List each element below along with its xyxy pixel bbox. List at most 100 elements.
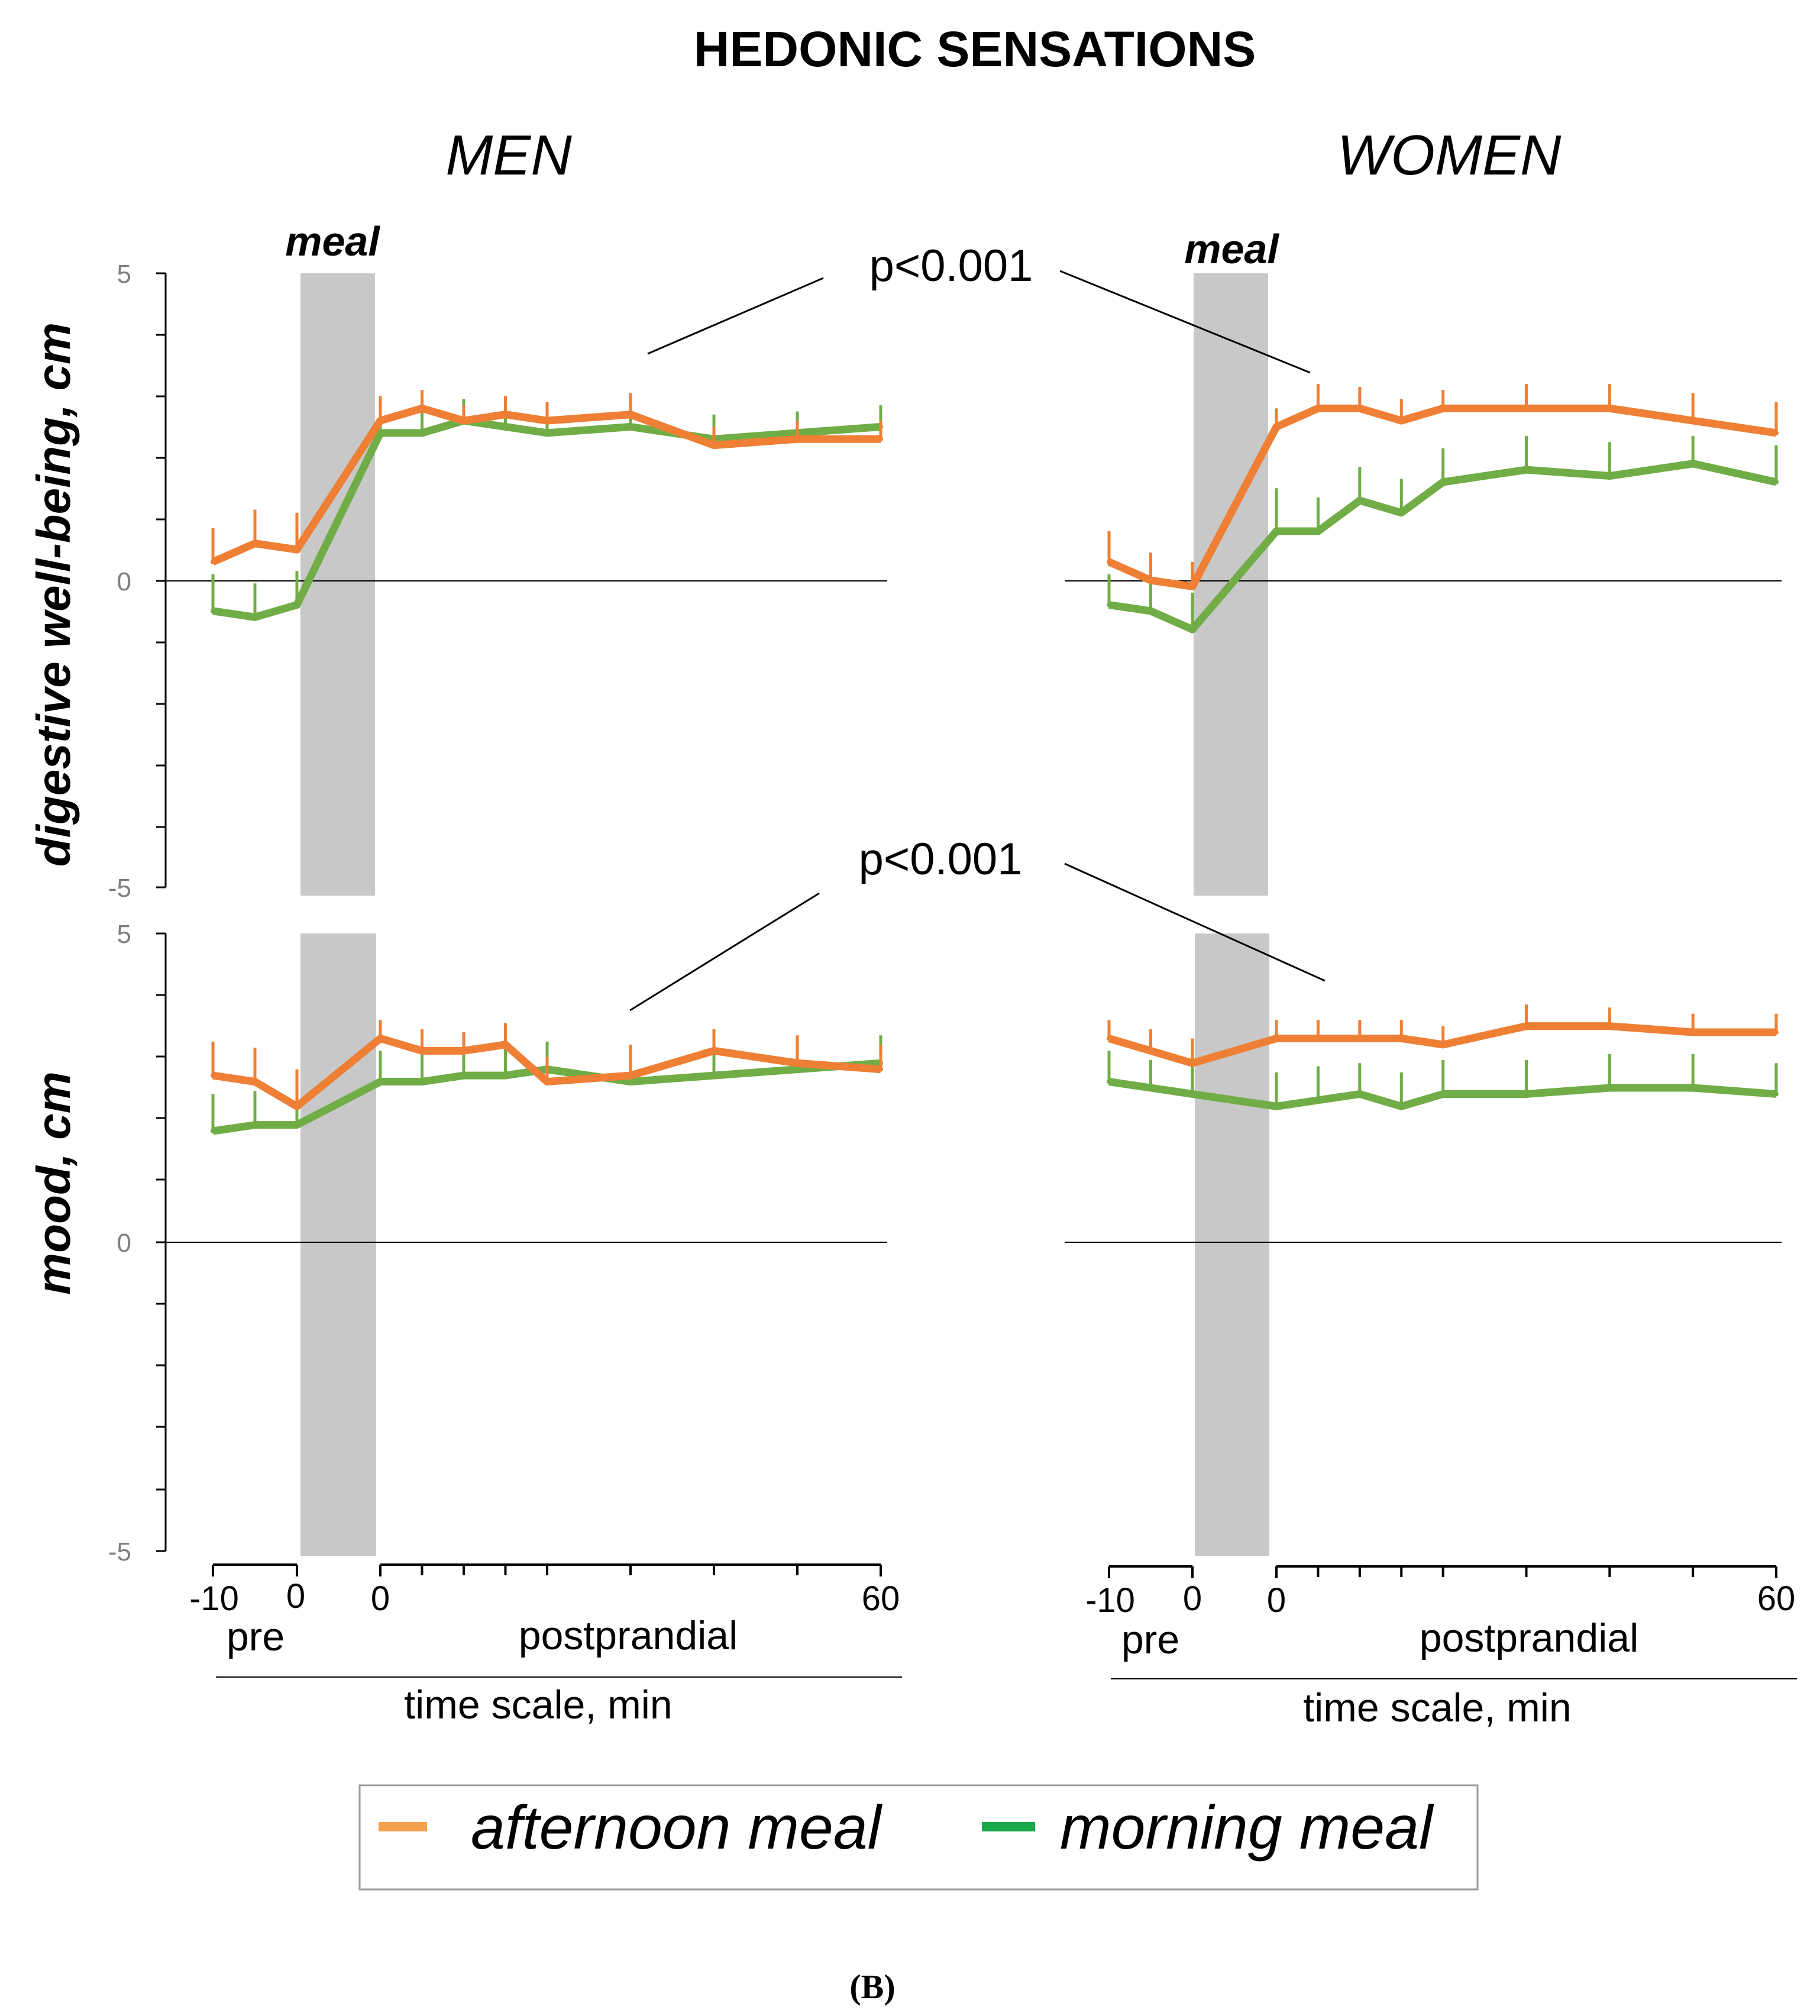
panel-label: (B)	[849, 1967, 895, 2006]
x-tick-label: 60	[1757, 1579, 1796, 1618]
data-point-afternoon	[628, 412, 633, 417]
y-tick-label: 0	[117, 1229, 131, 1258]
y-tick-label: 5	[117, 260, 131, 289]
data-point-morning	[419, 430, 425, 435]
series-line-morning	[1108, 460, 1777, 634]
chart-data-layer	[211, 383, 1779, 1577]
data-point-morning	[795, 1067, 800, 1072]
data-point-afternoon	[1274, 1036, 1279, 1041]
series-line-afternoon	[1107, 404, 1777, 590]
data-point-afternoon	[795, 437, 800, 442]
data-point-afternoon	[419, 406, 425, 411]
x-tick-label: -10	[1085, 1581, 1135, 1620]
data-point-afternoon	[1315, 1036, 1321, 1041]
data-point-morning	[1440, 1091, 1446, 1097]
data-point-afternoon	[1148, 578, 1153, 583]
data-point-morning	[378, 1079, 383, 1084]
panel-men-digestive	[211, 390, 883, 621]
data-point-morning	[378, 430, 383, 435]
data-point-afternoon	[1190, 1061, 1195, 1066]
data-point-afternoon	[295, 547, 299, 553]
data-point-afternoon	[1607, 406, 1612, 411]
x-section-pre-men: pre	[227, 1614, 285, 1659]
data-point-afternoon	[1357, 1036, 1362, 1041]
p-value-bracket-top-left	[647, 277, 824, 355]
data-point-afternoon	[1440, 1042, 1446, 1047]
x-tick-label: 0	[286, 1577, 305, 1616]
data-point-morning	[1315, 528, 1321, 534]
y-axis-label-digestive: digestive well-being, cm	[27, 322, 80, 867]
data-point-afternoon	[1774, 430, 1779, 435]
x-tick-label: 0	[1183, 1579, 1202, 1618]
data-point-afternoon	[1774, 1030, 1779, 1035]
x-axis-label-women: time scale, min	[1303, 1685, 1571, 1730]
data-point-afternoon	[1399, 1036, 1404, 1041]
data-point-afternoon	[253, 1079, 257, 1084]
data-point-afternoon	[378, 1036, 383, 1041]
data-point-morning	[628, 424, 633, 429]
data-point-morning	[503, 1073, 508, 1078]
data-point-afternoon	[253, 541, 257, 546]
meal-band-men-top	[300, 273, 375, 896]
data-point-morning	[1274, 528, 1279, 534]
data-point-afternoon	[1274, 424, 1279, 429]
x-section-pre-women: pre	[1121, 1617, 1179, 1662]
data-point-afternoon	[1690, 1030, 1696, 1035]
data-point-afternoon	[1524, 406, 1529, 411]
data-point-morning	[545, 430, 549, 435]
x-tick-label: 60	[862, 1579, 900, 1618]
data-point-afternoon	[503, 1042, 508, 1047]
data-point-afternoon	[1107, 1036, 1111, 1041]
data-point-morning	[295, 1122, 299, 1127]
data-point-morning	[1190, 1091, 1195, 1097]
data-point-afternoon	[211, 1073, 215, 1078]
data-point-morning	[1190, 627, 1195, 632]
p-value-bracket-bottom-right	[1064, 862, 1326, 982]
data-point-morning	[1399, 1104, 1404, 1109]
data-point-morning	[211, 608, 215, 613]
data-point-morning	[712, 1073, 716, 1078]
data-point-afternoon	[878, 1067, 883, 1072]
data-point-afternoon	[1357, 406, 1362, 411]
data-point-morning	[1357, 1091, 1362, 1097]
data-point-afternoon	[419, 1048, 425, 1054]
data-point-afternoon	[545, 1079, 549, 1084]
data-point-morning	[1607, 473, 1612, 479]
data-point-afternoon	[378, 418, 383, 424]
data-point-morning	[1107, 1079, 1111, 1084]
data-point-morning	[1148, 1085, 1153, 1090]
data-point-morning	[1399, 510, 1404, 515]
data-point-morning	[295, 602, 299, 608]
y-tick-label: -5	[108, 874, 131, 903]
x-section-post-women: postprandial	[1420, 1616, 1638, 1660]
data-point-morning	[628, 1079, 633, 1084]
y-tick-label: 0	[117, 567, 131, 596]
p-value-annotation-top: p<0.001	[869, 241, 1033, 291]
meal-band-women-bottom	[1195, 933, 1269, 1556]
data-point-afternoon	[1440, 406, 1446, 411]
data-point-afternoon	[795, 1061, 800, 1066]
data-point-morning	[1107, 602, 1111, 608]
data-point-afternoon	[545, 418, 549, 424]
data-point-morning	[1774, 1091, 1779, 1097]
legend-label-afternoon: afternoon meal	[471, 1794, 883, 1862]
data-point-morning	[461, 1073, 466, 1078]
data-point-morning	[1774, 479, 1779, 484]
data-point-morning	[1690, 1085, 1696, 1090]
series-line-afternoon	[211, 404, 881, 566]
data-point-morning	[419, 1079, 425, 1084]
data-point-afternoon	[1399, 418, 1404, 424]
column-title-men: MEN	[445, 124, 572, 187]
data-point-morning	[211, 1129, 215, 1134]
series-line-afternoon	[1108, 1022, 1776, 1067]
data-point-morning	[1440, 479, 1446, 484]
data-point-afternoon	[1690, 418, 1696, 424]
data-point-afternoon	[211, 559, 215, 564]
data-point-morning	[1524, 1091, 1529, 1097]
data-point-afternoon	[1148, 1048, 1153, 1054]
panel-women-digestive	[1107, 383, 1779, 634]
figure-title: HEDONIC SENSATIONS	[694, 21, 1256, 77]
data-point-afternoon	[1315, 406, 1321, 411]
y-axis-men	[156, 272, 167, 1552]
